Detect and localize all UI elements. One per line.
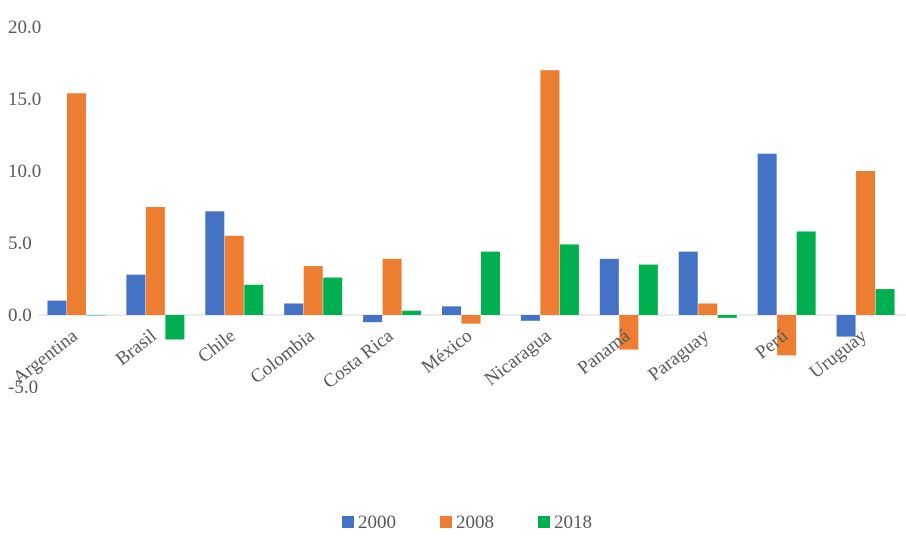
bar-2018-costa-rica bbox=[402, 310, 422, 315]
legend-label-2018: 2018 bbox=[554, 512, 592, 533]
category-label: Panamá bbox=[574, 325, 635, 379]
y-axis-ticks: -5.0 0.0 5.0 10.0 15.0 20.0 bbox=[8, 17, 41, 398]
bar-2018-uruguay bbox=[875, 289, 895, 315]
bar-2000-méxico bbox=[442, 306, 462, 315]
category-label: Brasil bbox=[112, 325, 161, 369]
bar-2000-paraguay bbox=[678, 251, 698, 315]
bar-2000-perú bbox=[757, 153, 777, 315]
bar-2018-colombia bbox=[323, 277, 343, 315]
bar-2008-chile bbox=[224, 235, 244, 315]
bar-2000-nicaragua bbox=[520, 315, 540, 321]
legend-swatch-2008 bbox=[440, 516, 452, 528]
y-tick-label: 10.0 bbox=[8, 161, 41, 182]
bar-2018-nicaragua bbox=[559, 244, 579, 315]
bar-2008-panamá bbox=[619, 315, 639, 350]
bar-2008-paraguay bbox=[698, 303, 718, 315]
y-tick-label: 0.0 bbox=[8, 305, 32, 326]
legend-label-2000: 2000 bbox=[358, 512, 396, 533]
legend: 2000 2008 2018 bbox=[342, 512, 592, 533]
bar-2008-uruguay bbox=[856, 171, 876, 315]
bar-2018-panamá bbox=[638, 264, 658, 315]
legend-swatch-2018 bbox=[538, 516, 550, 528]
y-tick-label: 15.0 bbox=[8, 89, 41, 110]
bar-2000-costa-rica bbox=[363, 315, 383, 323]
category-label: Nicaragua bbox=[481, 325, 556, 390]
bars bbox=[47, 70, 895, 356]
bar-2008-nicaragua bbox=[540, 70, 560, 315]
category-labels: Argentina Brasil Chile Colombia Costa Rica Mé… bbox=[9, 325, 871, 393]
bar-2018-brasil bbox=[165, 315, 185, 340]
bar-2008-colombia bbox=[303, 266, 323, 315]
bar-2018-perú bbox=[796, 231, 816, 315]
category-label: Argentina bbox=[9, 325, 82, 388]
bar-2008-argentina bbox=[66, 93, 86, 316]
category-label: Chile bbox=[194, 325, 239, 367]
bar-2000-colombia bbox=[284, 303, 304, 315]
bar-2000-uruguay bbox=[836, 315, 856, 337]
bar-2008-perú bbox=[777, 315, 797, 356]
category-label: México bbox=[418, 325, 477, 377]
y-tick-label: 5.0 bbox=[8, 233, 32, 254]
category-label: Costa Rica bbox=[319, 325, 398, 393]
legend-swatch-2000 bbox=[342, 516, 354, 528]
bar-2018-méxico bbox=[481, 251, 501, 315]
bar-2008-costa-rica bbox=[382, 258, 402, 315]
category-label: Paraguay bbox=[644, 325, 713, 385]
bar-2008-méxico bbox=[461, 315, 481, 324]
bar-2000-brasil bbox=[126, 274, 146, 315]
category-label: Colombia bbox=[246, 325, 318, 388]
bar-2018-paraguay bbox=[717, 315, 737, 318]
bar-2008-brasil bbox=[145, 207, 165, 315]
bar-2000-panamá bbox=[599, 258, 619, 315]
bar-2000-argentina bbox=[47, 300, 67, 315]
bar-2000-chile bbox=[205, 211, 225, 315]
y-tick-label: 20.0 bbox=[8, 17, 41, 38]
y-tick-label: -5.0 bbox=[8, 377, 38, 398]
legend-label-2008: 2008 bbox=[456, 512, 494, 533]
bar-2018-argentina bbox=[86, 315, 106, 316]
bar-2018-chile bbox=[244, 284, 264, 315]
